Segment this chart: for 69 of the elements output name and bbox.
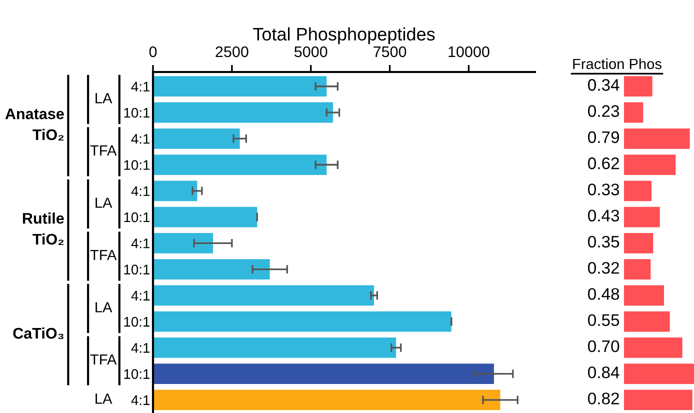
x-tick-label: 7500 — [374, 46, 406, 58]
y-tick-label: 10:1 — [124, 264, 150, 274]
bar — [153, 206, 258, 228]
y-tick-label: 10:1 — [124, 160, 150, 170]
bar — [153, 259, 270, 280]
bar — [153, 128, 240, 149]
text: LA — [96, 198, 112, 208]
bar — [624, 337, 682, 358]
x-tick-label: 5000 — [294, 46, 328, 58]
text: TFA — [90, 250, 117, 260]
bar — [153, 180, 198, 202]
x-axis-title: Total Phosphopeptides — [253, 27, 435, 44]
bar — [624, 285, 664, 306]
text: TFA — [90, 354, 117, 365]
bar — [153, 390, 500, 410]
bar — [624, 102, 644, 123]
bar — [624, 232, 654, 254]
data-label: 0.62 — [588, 157, 619, 170]
x-tick-label: 0 — [149, 46, 157, 58]
data-label: 0.23 — [588, 105, 620, 117]
y-tick-label: 4:1 — [131, 82, 150, 92]
text: TFA — [90, 145, 117, 156]
y-tick-label: 10:1 — [124, 316, 150, 327]
y-tick-label: 10:1 — [124, 212, 150, 222]
data-label: 0.33 — [588, 184, 620, 196]
data-label: 0.48 — [588, 288, 620, 300]
text: Anatase TiO₂ — [5, 108, 64, 140]
y-tick-label: 4:1 — [131, 238, 150, 248]
bar — [624, 311, 670, 332]
data-label: 0.32 — [588, 262, 619, 274]
data-label: 0.82 — [588, 392, 619, 404]
bar — [153, 285, 374, 306]
bar — [153, 364, 494, 384]
data-label: 0.34 — [588, 79, 620, 91]
data-label: 0.70 — [588, 340, 620, 352]
bar — [153, 154, 327, 175]
y-tick-label: 10:1 — [124, 108, 150, 118]
y-tick-label: 4:1 — [131, 343, 150, 353]
bar — [153, 311, 452, 332]
x-tick-label: 2500 — [216, 46, 248, 58]
bar — [624, 206, 660, 228]
text: LA — [96, 302, 112, 312]
x-tick-label: 10000 — [448, 46, 490, 58]
text: Rutile TiO₂ — [22, 212, 64, 245]
text: CaTiO₃ — [13, 327, 64, 340]
chart-title: Fraction Phos — [573, 58, 662, 70]
y-tick-label: 4:1 — [131, 186, 150, 196]
bar — [624, 154, 676, 175]
bar — [153, 76, 327, 97]
y-tick-label: 4:1 — [131, 134, 150, 144]
data-label: 0.55 — [588, 314, 620, 326]
y-tick-label: 10:1 — [124, 369, 150, 379]
bar — [153, 102, 333, 123]
y-tick-label: 4:1 — [131, 290, 150, 300]
bar — [624, 180, 652, 202]
bar — [624, 364, 694, 384]
bar — [153, 337, 396, 358]
bar — [624, 390, 692, 410]
text: LA — [96, 394, 112, 404]
y-tick-label: 4:1 — [131, 395, 150, 405]
bar — [624, 128, 690, 149]
data-label: 0.43 — [588, 210, 620, 222]
text: LA — [96, 93, 112, 104]
bar — [624, 259, 651, 280]
bar — [153, 232, 213, 254]
data-label: 0.79 — [588, 131, 620, 144]
bar — [624, 76, 652, 97]
data-label: 0.84 — [588, 366, 620, 378]
data-label: 0.35 — [588, 236, 620, 248]
